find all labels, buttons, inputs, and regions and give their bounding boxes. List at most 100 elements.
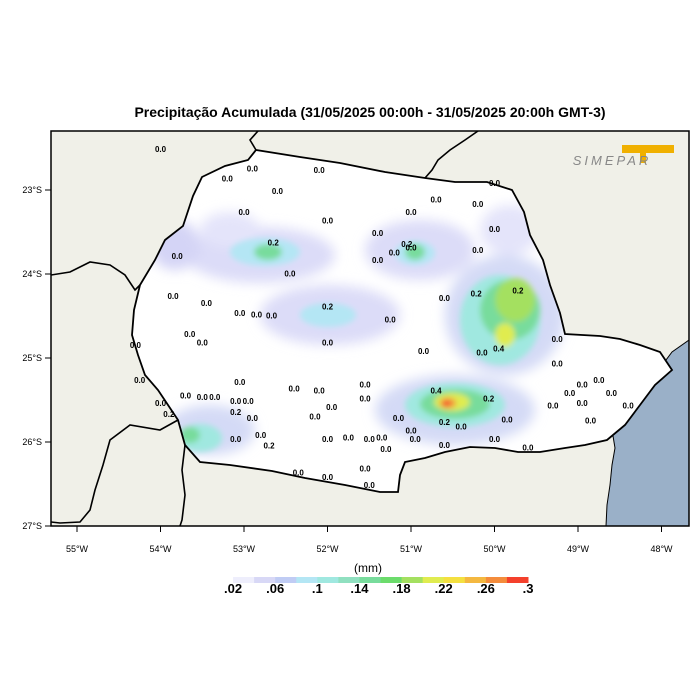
station-value: 0.0 (410, 435, 422, 444)
legend-labels: .02 .06 .1 .14 .18 .22 .26 .3 (212, 581, 533, 601)
legend-swatch (275, 577, 297, 583)
station-value: 0.2 (471, 290, 483, 299)
station-value: 0.0 (230, 435, 242, 444)
lon-tick-label: 54°W (149, 544, 172, 554)
logo-text: SIMEPAR (573, 153, 652, 168)
legend-swatch (233, 577, 255, 583)
country-borders (51, 131, 479, 526)
station-value: 0.2 (263, 442, 275, 451)
station-value: 0.0 (577, 399, 589, 408)
legend-swatch (296, 577, 318, 583)
map-frame (50, 130, 690, 527)
page-title: Precipitação Acumulada (31/05/2025 00:00… (134, 104, 606, 120)
legend-label: .02 (224, 581, 243, 596)
legend-label: .1 (311, 581, 323, 596)
station-value: 0.0 (564, 389, 576, 398)
legend-swatch (317, 577, 339, 583)
station-value: 0.0 (585, 417, 597, 426)
station-value: 0.0 (360, 464, 372, 473)
station-value: 0.0 (360, 395, 372, 404)
station-value: 0.0 (289, 385, 301, 394)
lat-tick-label: 26°S (22, 437, 42, 447)
station-value: 0.0 (155, 145, 167, 154)
station-value: 0.2 (163, 410, 175, 419)
station-value: 0.0 (472, 246, 484, 255)
station-value: 0.0 (439, 441, 451, 450)
station-value: 0.0 (230, 397, 242, 406)
station-value: 0.0 (393, 414, 405, 423)
station-value: 0.0 (222, 175, 234, 184)
station-value: 0.0 (322, 217, 334, 226)
lon-tick-label: 55°W (66, 544, 89, 554)
station-value: 0.0 (476, 348, 488, 357)
station-value: 0.0 (247, 165, 259, 174)
station-value: 0.0 (501, 416, 513, 425)
station-value: 0.0 (155, 399, 167, 408)
station-value: 0.0 (405, 427, 417, 436)
station-value: 0.0 (322, 435, 334, 444)
legend-swatch (422, 577, 445, 583)
station-labels: 0.00.0 0.00.00.00.00.00.00.00.0 0.00.00.00… (130, 145, 634, 490)
station-value: 0.0 (238, 208, 250, 217)
station-value: 0.0 (251, 311, 263, 320)
station-value: 0.2 (439, 418, 451, 427)
station-value: 0.0 (364, 481, 376, 490)
station-value: 0.0 (522, 443, 534, 452)
station-value: 0.0 (360, 380, 372, 389)
station-value: 0.0 (577, 380, 589, 389)
station-value: 0.0 (380, 445, 392, 454)
station-value: 0.0 (167, 292, 179, 301)
legend-swatch (254, 577, 276, 583)
station-value: 0.0 (247, 414, 259, 423)
legend-colorbar (212, 577, 529, 583)
legend-swatch (401, 577, 424, 583)
legend-swatch (506, 577, 529, 583)
station-value: 0.0 (389, 249, 401, 258)
station-value: 0.0 (372, 229, 384, 238)
station-value: 0.0 (172, 252, 184, 261)
station-value: 0.0 (439, 294, 451, 303)
station-value: 0.0 (314, 386, 326, 395)
station-value: 0.2 (483, 395, 495, 404)
station-value: 0.0 (293, 469, 305, 478)
station-value: 0.0 (489, 179, 501, 188)
station-value: 0.2 (322, 302, 334, 311)
station-value: 0.0 (343, 433, 355, 442)
legend-unit: (mm) (354, 561, 382, 575)
lon-tick-label: 50°W (483, 544, 506, 554)
station-value: 0.0 (405, 208, 417, 217)
station-value: 0.0 (209, 393, 221, 402)
station-value: 0.0 (418, 347, 430, 356)
station-value: 0.0 (456, 422, 468, 431)
station-value: 0.0 (376, 433, 388, 442)
station-value: 0.0 (606, 389, 618, 398)
station-value: 0.0 (284, 270, 296, 279)
simepar-logo: SIMEPAR (573, 145, 674, 168)
station-value: 0.0 (552, 359, 564, 368)
station-value: 0.0 (326, 403, 338, 412)
station-value: 0.0 (385, 316, 397, 325)
station-value: 0.0 (364, 435, 376, 444)
parana-outline (131, 149, 674, 493)
station-value: 0.0 (180, 391, 192, 400)
station-value: 0.2 (230, 408, 242, 417)
lon-tick-label: 49°W (567, 544, 590, 554)
legend-label: .22 (434, 581, 453, 596)
legend-swatch (338, 577, 360, 583)
lat-tick-label: 24°S (22, 269, 42, 279)
lat-tick-label: 27°S (22, 521, 42, 531)
legend-swatch (380, 577, 403, 583)
station-value: 0.0 (593, 376, 605, 385)
station-value: 0.0 (489, 435, 501, 444)
station-value: 0.0 (266, 312, 278, 321)
legend-swatch (359, 577, 382, 583)
station-value: 0.0 (234, 378, 246, 387)
station-value: 0.0 (234, 309, 246, 318)
station-value: 0.0 (309, 412, 321, 421)
station-value: 0.0 (372, 256, 384, 265)
lat-tick-label: 25°S (22, 353, 42, 363)
legend-label: .26 (476, 581, 495, 596)
lon-tick-label: 51°W (400, 544, 423, 554)
station-value: 0.4 (430, 386, 442, 395)
station-value: 0.0 (272, 187, 284, 196)
